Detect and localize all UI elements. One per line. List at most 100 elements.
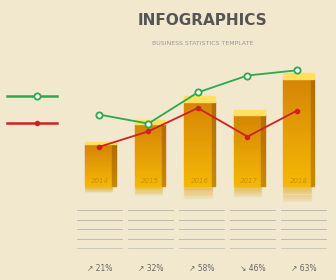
- Bar: [311, 161, 314, 165]
- Bar: [234, 186, 261, 187]
- Bar: [283, 196, 311, 197]
- Bar: [261, 155, 264, 157]
- Bar: [135, 174, 162, 176]
- Bar: [283, 187, 311, 188]
- Bar: [135, 192, 162, 193]
- Bar: [283, 101, 311, 104]
- Bar: [112, 182, 116, 183]
- Bar: [234, 174, 261, 176]
- Bar: [234, 117, 261, 119]
- Bar: [162, 153, 165, 155]
- Bar: [234, 124, 261, 126]
- Bar: [283, 73, 314, 80]
- Bar: [234, 194, 261, 195]
- Bar: [283, 111, 311, 115]
- Bar: [112, 180, 116, 182]
- Bar: [112, 179, 116, 180]
- Bar: [184, 183, 212, 186]
- Bar: [283, 201, 311, 202]
- Bar: [85, 174, 112, 175]
- Bar: [283, 108, 311, 111]
- Bar: [212, 178, 215, 180]
- Bar: [184, 192, 212, 193]
- Bar: [234, 189, 261, 190]
- Bar: [283, 175, 311, 179]
- Bar: [135, 161, 162, 163]
- Bar: [311, 140, 314, 143]
- Bar: [234, 131, 261, 134]
- Bar: [212, 180, 215, 183]
- Bar: [234, 150, 261, 153]
- Bar: [85, 144, 112, 146]
- Bar: [261, 176, 264, 179]
- Bar: [311, 126, 314, 129]
- Bar: [283, 83, 311, 87]
- Bar: [283, 161, 311, 165]
- Bar: [311, 80, 314, 83]
- Bar: [234, 191, 261, 192]
- Bar: [283, 158, 311, 161]
- Bar: [162, 130, 165, 132]
- Bar: [283, 172, 311, 175]
- Bar: [283, 186, 311, 187]
- Bar: [212, 130, 215, 132]
- Bar: [135, 149, 162, 151]
- Bar: [234, 172, 261, 174]
- Bar: [135, 182, 162, 184]
- Bar: [212, 175, 215, 178]
- Bar: [283, 195, 311, 196]
- Bar: [261, 172, 264, 174]
- Bar: [135, 165, 162, 167]
- Bar: [135, 134, 162, 136]
- Bar: [283, 200, 311, 201]
- Bar: [234, 119, 261, 122]
- Bar: [261, 167, 264, 169]
- Text: ↗ 63%: ↗ 63%: [291, 264, 317, 273]
- Bar: [162, 138, 165, 140]
- Bar: [261, 129, 264, 131]
- Bar: [85, 179, 112, 180]
- Bar: [162, 142, 165, 144]
- Bar: [85, 187, 112, 188]
- Bar: [162, 174, 165, 176]
- Bar: [112, 158, 116, 160]
- Bar: [283, 143, 311, 147]
- Text: INFOGRAPHICS: INFOGRAPHICS: [137, 13, 267, 29]
- Bar: [135, 123, 162, 126]
- Bar: [311, 87, 314, 90]
- Bar: [212, 107, 215, 110]
- Bar: [212, 116, 215, 118]
- Bar: [212, 169, 215, 172]
- Bar: [135, 163, 162, 165]
- Bar: [261, 131, 264, 134]
- Bar: [85, 142, 116, 144]
- Bar: [311, 122, 314, 126]
- Bar: [311, 94, 314, 97]
- Bar: [234, 141, 261, 143]
- Bar: [212, 161, 215, 164]
- Bar: [283, 122, 311, 126]
- Bar: [85, 191, 112, 192]
- Bar: [261, 115, 264, 117]
- Bar: [283, 154, 311, 158]
- Bar: [234, 136, 261, 138]
- Bar: [112, 151, 116, 153]
- Bar: [85, 190, 112, 191]
- Bar: [283, 133, 311, 136]
- Bar: [261, 181, 264, 184]
- Bar: [311, 118, 314, 122]
- Bar: [212, 152, 215, 155]
- Bar: [85, 160, 112, 161]
- Bar: [234, 122, 261, 124]
- Bar: [261, 160, 264, 162]
- Bar: [261, 141, 264, 143]
- Bar: [212, 172, 215, 175]
- Bar: [283, 190, 311, 191]
- Bar: [234, 155, 261, 157]
- Text: 2015: 2015: [141, 178, 159, 184]
- Bar: [162, 163, 165, 165]
- Bar: [184, 110, 212, 113]
- Bar: [184, 150, 212, 152]
- Bar: [283, 197, 311, 198]
- Bar: [234, 162, 261, 165]
